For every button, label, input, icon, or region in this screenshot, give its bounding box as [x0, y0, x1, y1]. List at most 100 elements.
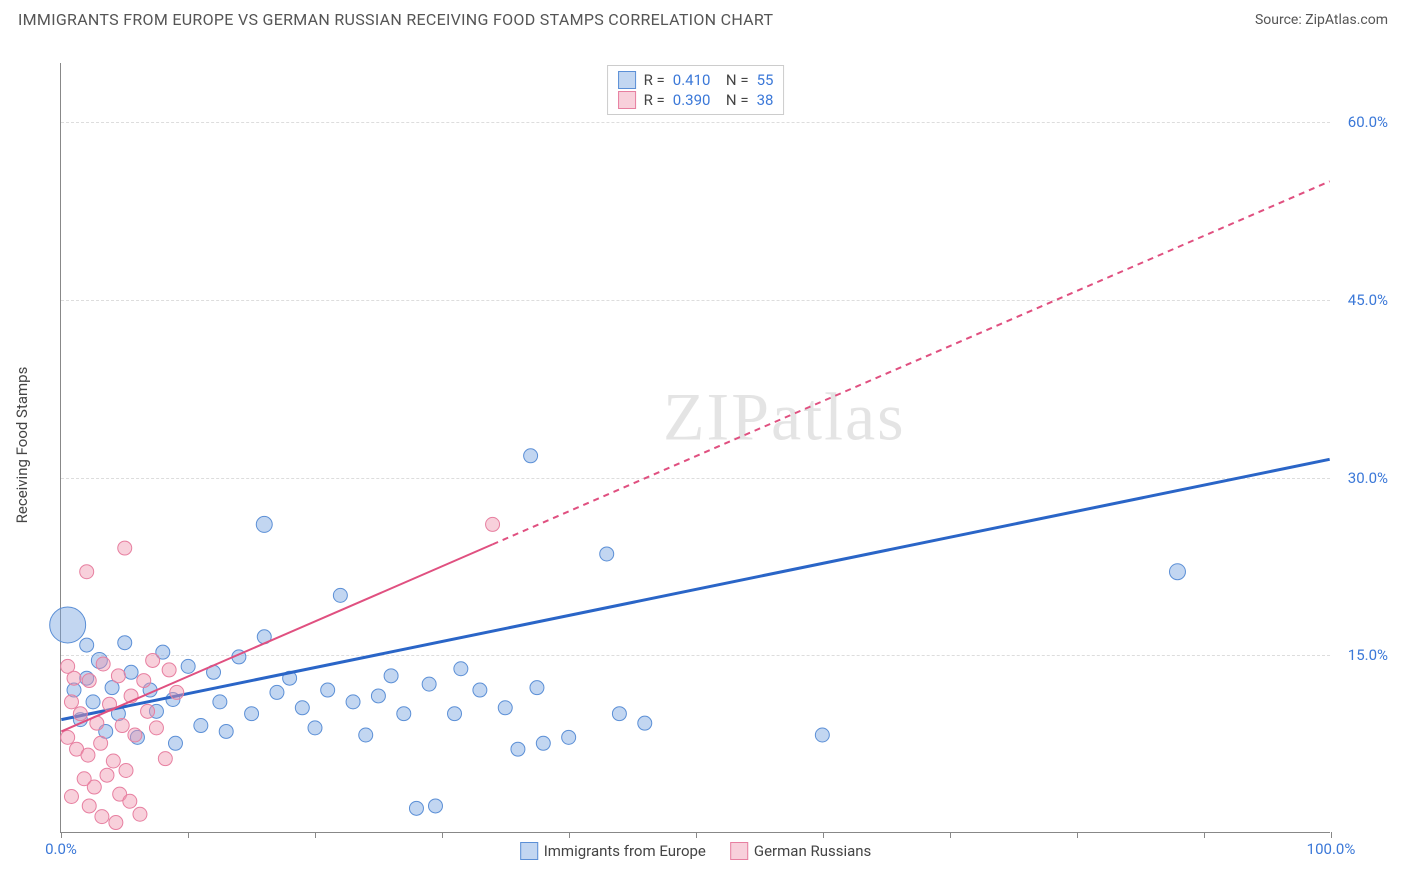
data-point: [562, 730, 576, 744]
data-point: [245, 707, 259, 721]
source-label: Source:: [1255, 12, 1305, 28]
swatch-europe-icon: [618, 71, 636, 89]
data-point: [149, 721, 163, 735]
data-point: [73, 707, 87, 721]
data-point: [1169, 564, 1185, 580]
data-point: [454, 662, 468, 676]
data-point: [128, 728, 142, 742]
data-point: [100, 768, 114, 782]
data-point: [321, 683, 335, 697]
x-tick: [315, 832, 316, 838]
data-point: [82, 674, 96, 688]
data-point: [82, 799, 96, 813]
x-tick: [696, 832, 697, 838]
chart-title: IMMIGRANTS FROM EUROPE VS GERMAN RUSSIAN…: [18, 10, 773, 29]
swatch-german-russian-icon: [618, 91, 636, 109]
data-point: [409, 801, 423, 815]
data-point: [158, 752, 172, 766]
data-point: [137, 674, 151, 688]
data-point: [219, 724, 233, 738]
data-point: [346, 695, 360, 709]
data-point: [50, 607, 86, 643]
x-tick: [61, 832, 62, 838]
legend-row-german-russian: R = 0.390 N = 38: [618, 90, 774, 110]
data-point: [536, 736, 550, 750]
data-point: [815, 728, 829, 742]
legend-row-europe: R = 0.410 N = 55: [618, 70, 774, 90]
data-point: [123, 794, 137, 808]
data-point: [118, 541, 132, 555]
chart-source: Source: ZipAtlas.com: [1255, 12, 1388, 28]
data-point: [106, 754, 120, 768]
data-point: [256, 516, 272, 532]
data-point: [67, 671, 81, 685]
y-tick-label: 60.0%: [1348, 113, 1388, 131]
x-tick: [569, 832, 570, 838]
legend-r-label: R =: [644, 71, 665, 89]
data-point: [295, 701, 309, 715]
data-point: [94, 736, 108, 750]
data-point: [109, 816, 123, 830]
y-tick-label: 30.0%: [1348, 469, 1388, 487]
data-point: [397, 707, 411, 721]
data-point: [146, 653, 160, 667]
data-point: [61, 730, 75, 744]
data-point: [115, 719, 129, 733]
data-point: [119, 763, 133, 777]
data-point: [95, 810, 109, 824]
swatch-german-russian-icon: [730, 842, 748, 860]
x-tick: [188, 832, 189, 838]
data-point: [600, 547, 614, 561]
data-point: [524, 449, 538, 463]
x-tick-label: 0.0%: [45, 840, 77, 858]
legend-n-label: N =: [718, 91, 748, 109]
data-point: [359, 728, 373, 742]
data-point: [448, 707, 462, 721]
legend-label-europe: Immigrants from Europe: [544, 842, 706, 860]
data-point: [428, 799, 442, 813]
data-point: [133, 807, 147, 821]
legend-label-german-russian: German Russians: [754, 842, 871, 860]
data-point: [81, 748, 95, 762]
data-point: [371, 689, 385, 703]
chart-container: Receiving Food Stamps R = 0.410 N = 55 R…: [50, 45, 1390, 845]
data-point: [270, 685, 284, 699]
data-point: [141, 704, 155, 718]
x-tick: [823, 832, 824, 838]
data-point: [638, 716, 652, 730]
trend-line-projection: [493, 181, 1330, 544]
data-point: [170, 685, 184, 699]
legend-r-europe: 0.410: [673, 71, 711, 89]
data-point: [473, 683, 487, 697]
trend-line: [61, 459, 1329, 719]
legend-n-german-russian: 38: [757, 91, 774, 109]
legend-correlation: R = 0.410 N = 55 R = 0.390 N = 38: [607, 65, 785, 115]
data-point: [384, 669, 398, 683]
scatter-plot: [61, 63, 1330, 832]
legend-item-german-russian: German Russians: [730, 842, 871, 860]
y-tick-label: 45.0%: [1348, 291, 1388, 309]
data-point: [80, 565, 94, 579]
y-tick-label: 15.0%: [1348, 646, 1388, 664]
data-point: [87, 780, 101, 794]
data-point: [498, 701, 512, 715]
data-point: [80, 638, 94, 652]
data-point: [96, 657, 110, 671]
data-point: [612, 707, 626, 721]
x-tick: [1077, 832, 1078, 838]
data-point: [111, 669, 125, 683]
data-point: [64, 695, 78, 709]
x-tick-label: 100.0%: [1307, 840, 1356, 858]
legend-item-europe: Immigrants from Europe: [520, 842, 706, 860]
swatch-europe-icon: [520, 842, 538, 860]
data-point: [168, 736, 182, 750]
data-point: [194, 719, 208, 733]
data-point: [124, 665, 138, 679]
legend-r-german-russian: 0.390: [673, 91, 711, 109]
data-point: [162, 663, 176, 677]
plot-area: R = 0.410 N = 55 R = 0.390 N = 38 ZIPatl…: [60, 63, 1330, 833]
x-tick: [1331, 832, 1332, 838]
data-point: [333, 588, 347, 602]
legend-series: Immigrants from Europe German Russians: [520, 842, 872, 860]
legend-r-label: R =: [644, 91, 665, 109]
